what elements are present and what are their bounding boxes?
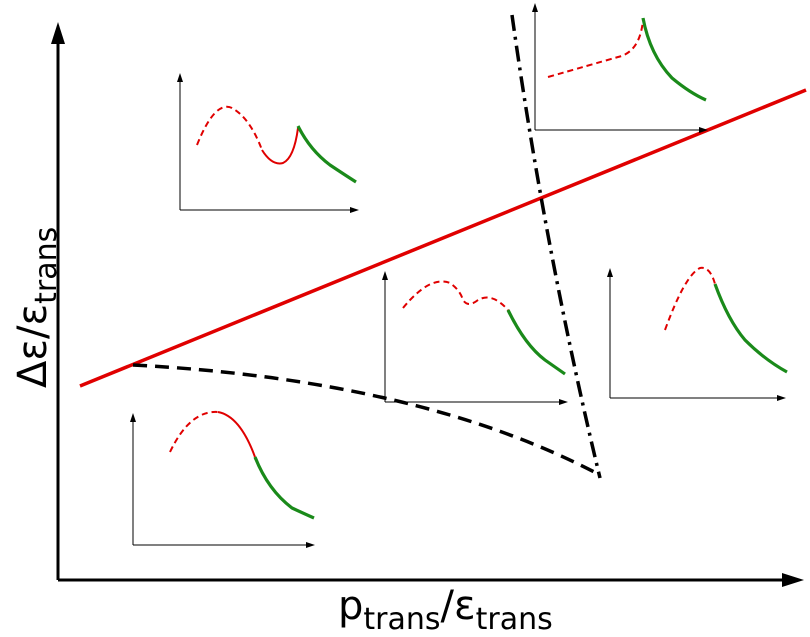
- inset-unstable-curve: [664, 266, 716, 331]
- inset-y-arrow-icon: [532, 3, 538, 12]
- inset-metastable-curve: [261, 127, 299, 165]
- inset-metastable-curve: [217, 411, 256, 458]
- x-label-sub: trans: [363, 602, 440, 637]
- y-label-main: Δε: [10, 339, 56, 388]
- x-axis-label: ptrans/εtrans: [338, 583, 553, 637]
- inset-x-arrow-icon: [559, 399, 568, 405]
- inset-stable-curve: [506, 309, 566, 376]
- dash-dot-boundary: [510, 14, 602, 479]
- inset-stable-curve: [296, 125, 357, 184]
- inset-x-arrow-icon: [777, 395, 786, 401]
- x-label-sub2: trans: [476, 602, 553, 637]
- red-solid-boundary: [79, 88, 807, 388]
- inset-y-arrow-icon: [607, 268, 613, 277]
- boundaries: [79, 14, 807, 479]
- inset-y-arrow-icon: [177, 73, 183, 82]
- svg-text:Δε/εtrans: Δε/εtrans: [10, 227, 64, 388]
- y-label-sub2: trans: [29, 227, 64, 304]
- inset-stable-curve: [253, 456, 315, 520]
- inset-unstable-curve: [547, 19, 644, 78]
- inset-x-arrow-icon: [306, 542, 315, 548]
- inset-y-arrow-icon: [130, 413, 136, 422]
- inset-upper-right: [532, 3, 708, 133]
- x-label-main2: ε: [454, 583, 476, 629]
- y-label-main2: ε: [10, 304, 56, 326]
- inset-right: [607, 266, 788, 401]
- x-axis-arrow-icon: [782, 573, 804, 587]
- svg-text:ptrans/εtrans: ptrans/εtrans: [338, 583, 553, 637]
- inset-x-arrow-icon: [699, 127, 708, 133]
- inset-x-arrow-icon: [350, 207, 359, 213]
- inset-y-arrow-icon: [382, 271, 388, 280]
- y-axis-arrow-icon: [51, 22, 65, 44]
- inset-upper-left: [177, 73, 359, 213]
- main-axes: [51, 22, 804, 587]
- x-label-main: p: [338, 583, 363, 629]
- y-label-slash: /: [10, 325, 56, 339]
- inset-lower-left: [130, 410, 315, 548]
- y-axis-label: Δε/εtrans: [10, 227, 64, 388]
- inset-unstable-curve: [402, 280, 509, 311]
- inset-stable-curve: [641, 17, 707, 102]
- x-label-slash: /: [441, 583, 455, 629]
- dashed-boundary: [132, 363, 601, 477]
- inset-unstable-curve: [169, 410, 219, 453]
- inset-center: [382, 271, 568, 405]
- inset-stable-curve: [713, 283, 788, 374]
- inset-unstable-curve: [196, 105, 263, 151]
